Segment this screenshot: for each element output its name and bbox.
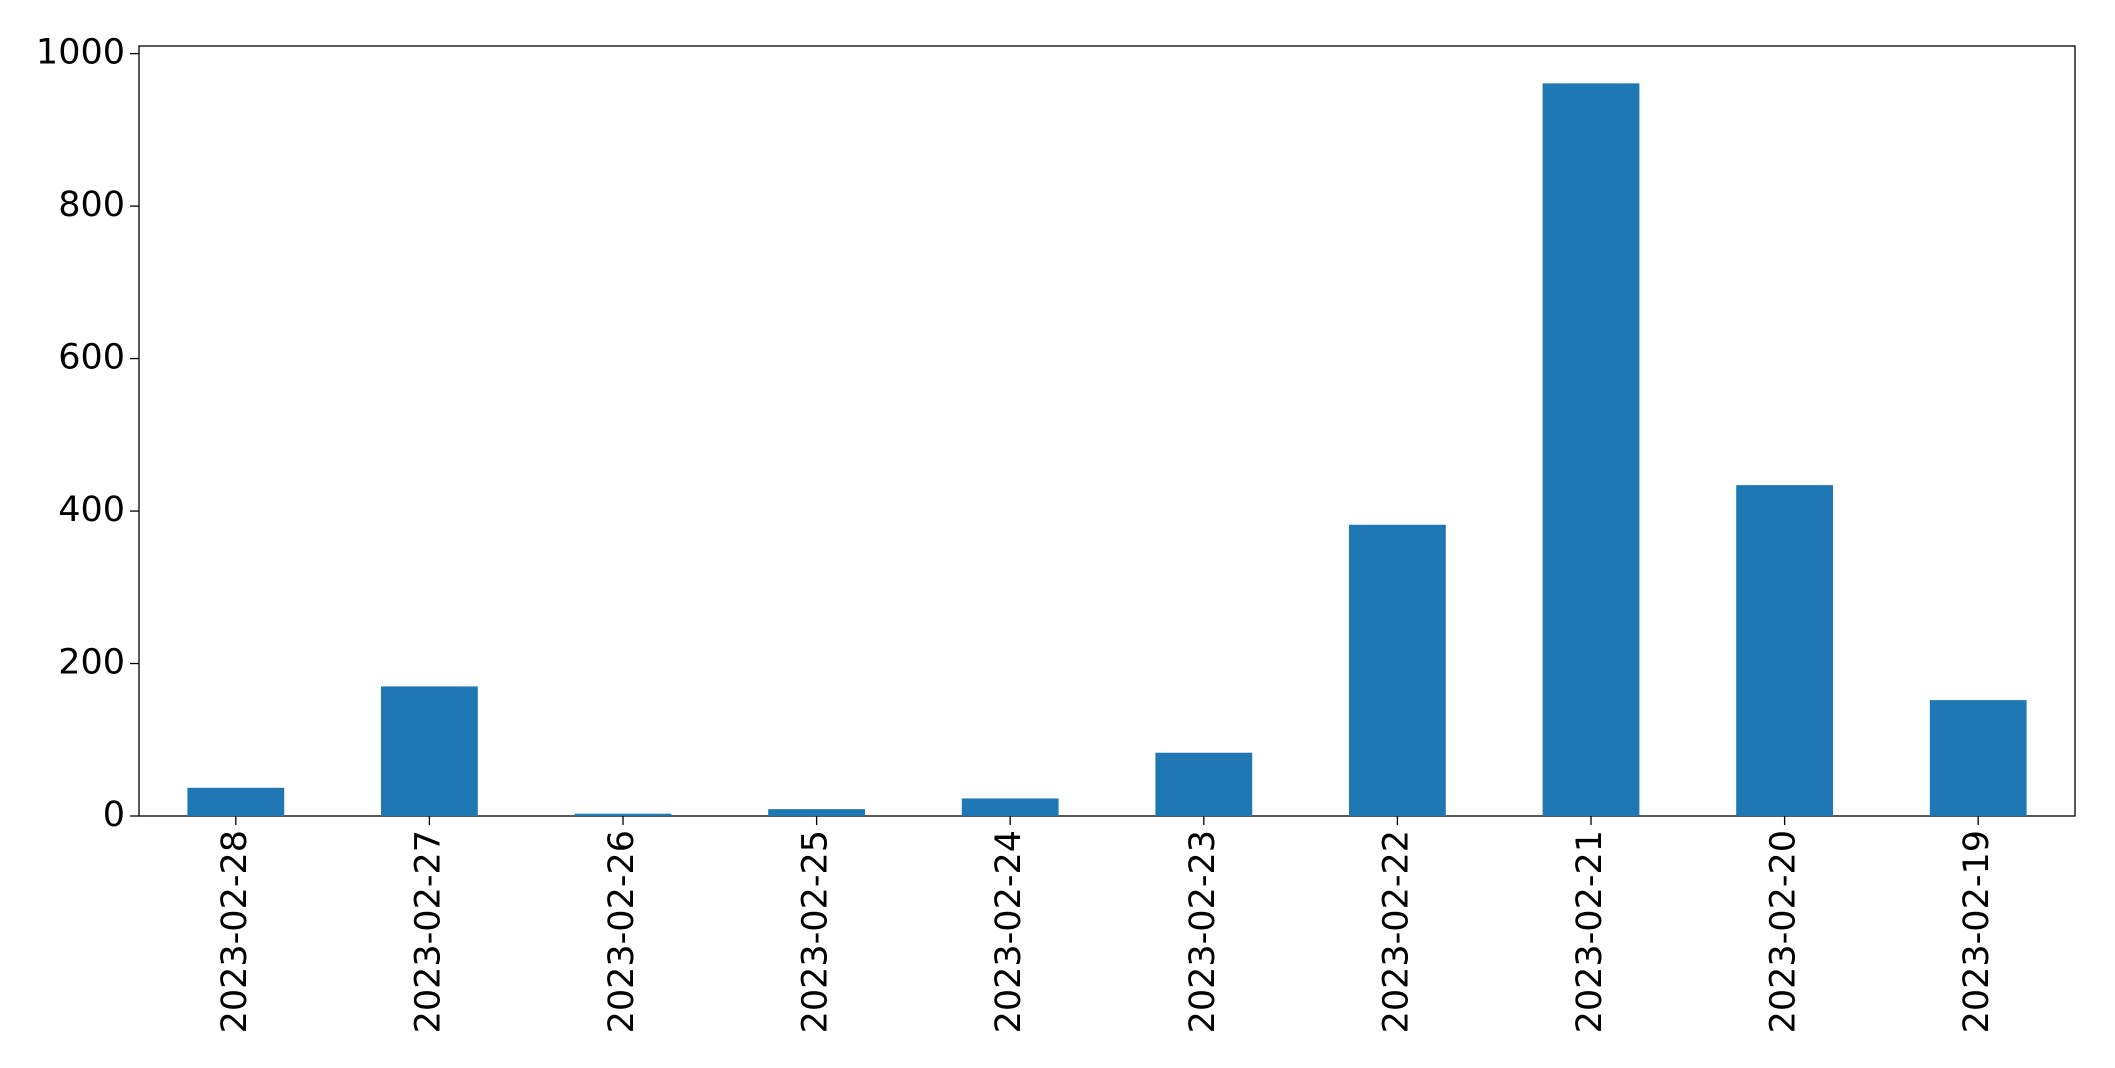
bar — [1155, 752, 1253, 816]
x-tick-label: 2023-02-21 — [1570, 830, 1610, 1033]
y-tick-label: 200 — [58, 643, 125, 683]
bar — [574, 813, 672, 816]
x-tick-label: 2023-02-25 — [796, 830, 836, 1033]
bar — [1542, 83, 1640, 816]
y-tick-label: 800 — [58, 185, 125, 225]
x-tick-label: 2023-02-26 — [602, 830, 642, 1033]
bar — [1349, 524, 1446, 816]
x-tick-label: 2023-02-20 — [1764, 830, 1804, 1033]
x-tick-label: 2023-02-27 — [408, 830, 448, 1033]
x-tick-label: 2023-02-22 — [1376, 830, 1416, 1033]
x-tick-label: 2023-02-28 — [215, 830, 255, 1033]
y-tick-label: 1000 — [36, 33, 125, 73]
bar — [381, 686, 478, 816]
bar — [1736, 485, 1833, 816]
x-tick-label: 2023-02-23 — [1183, 830, 1223, 1033]
bar — [1929, 700, 2027, 816]
x-tick-label: 2023-02-24 — [989, 830, 1029, 1033]
x-tick-label: 2023-02-19 — [1957, 830, 1997, 1033]
plot-frame — [138, 45, 2076, 817]
bar — [187, 787, 285, 816]
y-tick-label: 0 — [103, 795, 125, 835]
bar — [768, 809, 865, 816]
y-tick-label: 400 — [58, 490, 125, 530]
y-tick-label: 600 — [58, 338, 125, 378]
bar — [961, 798, 1059, 816]
